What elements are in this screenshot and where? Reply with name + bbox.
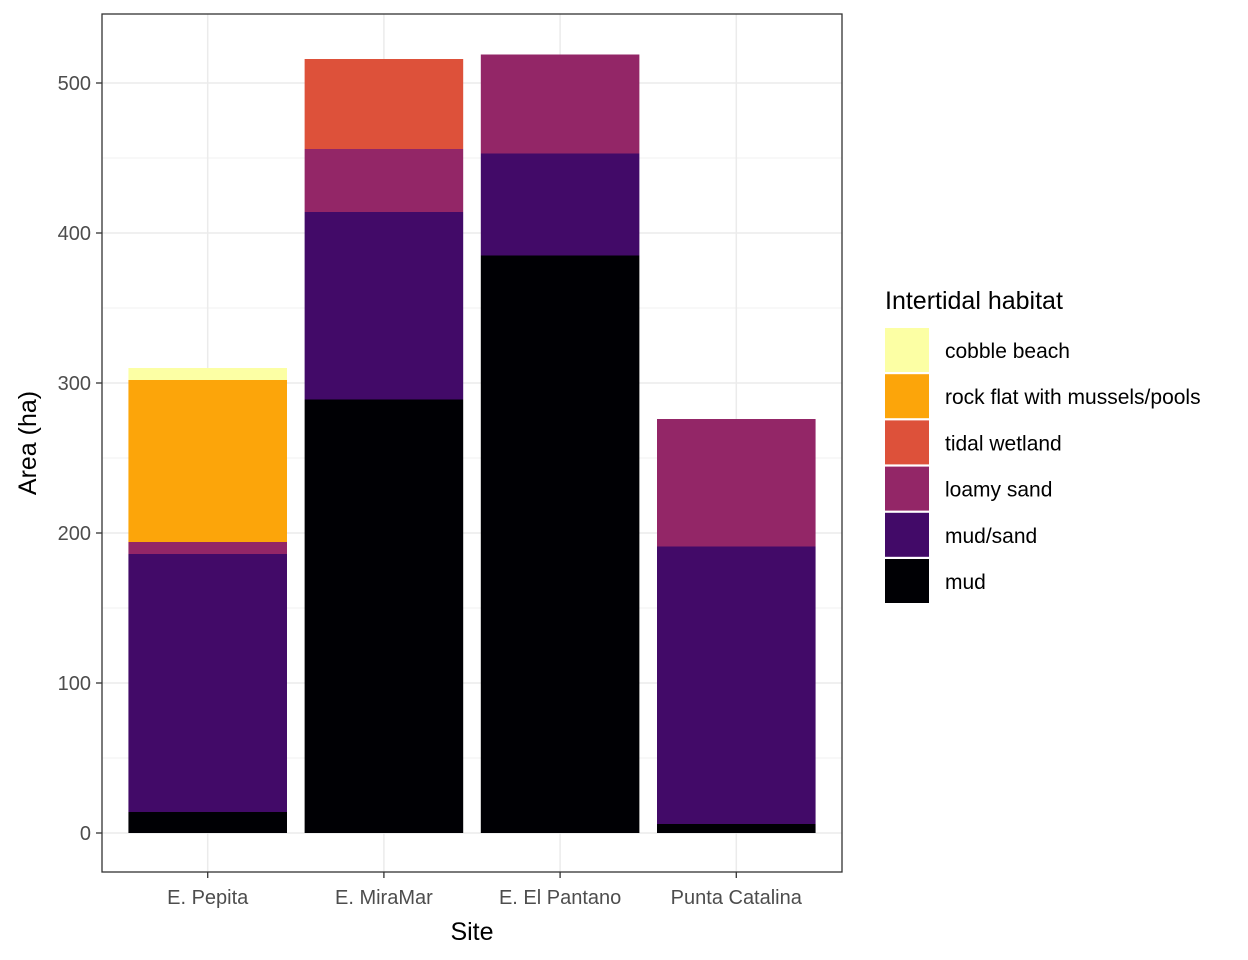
y-tick-label: 500 xyxy=(58,73,91,95)
bar-segment xyxy=(480,255,640,833)
legend-item: mud/sand xyxy=(885,512,1037,557)
legend-item: cobble beach xyxy=(885,328,1070,372)
legend-key xyxy=(885,559,929,603)
legend-item: mud xyxy=(885,559,986,603)
bar-segment xyxy=(304,399,464,833)
y-axis: 0 100 200 300 400 500 xyxy=(58,73,102,845)
bar-segment xyxy=(480,54,640,154)
bar-segment xyxy=(480,153,640,256)
legend-label: mud xyxy=(945,571,986,594)
legend-key xyxy=(885,466,929,511)
y-tick-label: 100 xyxy=(58,673,91,695)
bar-segment xyxy=(128,368,287,380)
bar-segment xyxy=(304,212,464,400)
y-tick-label: 300 xyxy=(58,373,91,395)
x-tick-label: E. Pepita xyxy=(167,887,249,909)
legend-label: rock flat with mussels/pools xyxy=(945,386,1201,409)
y-tick-label: 400 xyxy=(58,223,91,245)
legend-key xyxy=(885,512,929,557)
x-tick-label: Punta Catalina xyxy=(671,887,803,909)
bar-segment xyxy=(128,380,287,542)
legend: Intertidal habitat cobble beach rock flat… xyxy=(885,287,1201,603)
bar-segment xyxy=(657,546,816,824)
bar-segment xyxy=(128,812,287,833)
legend-item: tidal wetland xyxy=(885,420,1062,465)
legend-label: loamy sand xyxy=(945,479,1052,502)
y-axis-title: Area (ha) xyxy=(14,391,42,495)
legend-title: Intertidal habitat xyxy=(885,287,1063,315)
legend-key xyxy=(885,374,929,419)
legend-label: mud/sand xyxy=(945,525,1037,548)
bar-segment xyxy=(657,824,816,833)
legend-label: tidal wetland xyxy=(945,432,1062,455)
x-axis: E. Pepita E. MiraMar E. El Pantano Punta Ca… xyxy=(167,872,803,909)
x-axis-title: Site xyxy=(450,918,493,946)
legend-label: cobble beach xyxy=(945,340,1070,363)
bar-segment xyxy=(128,542,287,554)
legend-key xyxy=(885,420,929,465)
bar-segment xyxy=(304,149,464,212)
plot-border xyxy=(101,13,843,873)
x-tick-label: E. MiraMar xyxy=(335,887,433,909)
y-tick-label: 200 xyxy=(58,523,91,545)
y-tick-label: 0 xyxy=(80,823,91,845)
legend-item: loamy sand xyxy=(885,466,1052,511)
bar-segment xyxy=(304,59,464,149)
x-tick-label: E. El Pantano xyxy=(499,887,621,909)
bar-segment xyxy=(657,419,816,547)
legend-item: rock flat with mussels/pools xyxy=(885,374,1201,419)
bars xyxy=(128,54,816,833)
legend-key xyxy=(885,328,929,372)
bar-segment xyxy=(128,554,287,812)
